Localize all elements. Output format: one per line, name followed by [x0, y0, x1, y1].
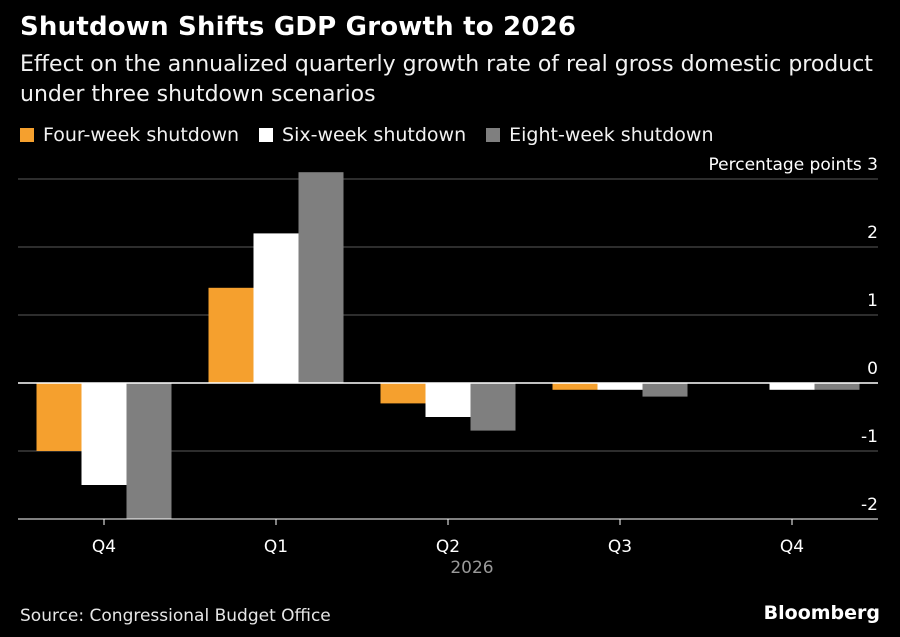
x-tick-label: Q3 — [608, 537, 632, 557]
legend: Four-week shutdown Six-week shutdown Eig… — [20, 124, 734, 146]
legend-label-eight-week: Eight-week shutdown — [509, 124, 714, 146]
x-tick-label: Q4 — [92, 537, 116, 557]
y-tick-value: 3 — [867, 155, 878, 175]
legend-item-four-week: Four-week shutdown — [20, 124, 239, 146]
bar-four-week-shutdown-q1-1 — [208, 287, 254, 383]
source-note: Source: Congressional Budget Office — [20, 606, 331, 626]
bloomberg-logo: Bloomberg — [763, 602, 880, 624]
bar-four-week-shutdown-q3-3 — [552, 383, 598, 390]
x-tick-label: Q2 — [436, 537, 460, 557]
bar-six-week-shutdown-q4-0 — [81, 383, 127, 485]
y-tick-label: -2 — [861, 495, 878, 515]
legend-label-six-week: Six-week shutdown — [282, 124, 467, 146]
bar-eight-week-shutdown-q2-2 — [470, 383, 516, 431]
x-tick-label: Q4 — [780, 537, 804, 557]
legend-item-six-week: Six-week shutdown — [259, 124, 466, 146]
y-tick-label: 0 — [867, 359, 878, 379]
bar-eight-week-shutdown-q1-1 — [298, 172, 344, 383]
y-tick-label: -1 — [861, 427, 878, 447]
y-axis-unit-label: Percentage points — [709, 155, 868, 175]
chart-subtitle: Effect on the annualized quarterly growt… — [20, 52, 873, 107]
bar-eight-week-shutdown-q3-3 — [642, 383, 688, 397]
bar-six-week-shutdown-q2-2 — [425, 383, 471, 417]
x-axis-year-label: 2026 — [450, 558, 493, 578]
bar-six-week-shutdown-q4-4 — [769, 383, 815, 390]
legend-swatch-eight-week — [486, 128, 501, 142]
legend-swatch-six-week — [259, 128, 274, 142]
bar-six-week-shutdown-q3-3 — [597, 383, 643, 390]
bar-eight-week-shutdown-q4-0 — [126, 383, 172, 519]
legend-item-eight-week: Eight-week shutdown — [486, 124, 714, 146]
legend-label-four-week: Four-week shutdown — [43, 124, 240, 146]
y-tick-label: Percentage points 3 — [709, 155, 878, 175]
x-tick-label: Q1 — [264, 537, 288, 557]
bar-six-week-shutdown-q1-1 — [253, 233, 299, 383]
y-tick-label: 2 — [867, 223, 878, 243]
legend-swatch-four-week — [20, 128, 34, 142]
bar-eight-week-shutdown-q4-4 — [814, 383, 860, 390]
y-tick-label: 1 — [867, 291, 878, 311]
bar-four-week-shutdown-q4-0 — [36, 383, 82, 451]
bar-four-week-shutdown-q2-2 — [380, 383, 426, 404]
chart-title: Shutdown Shifts GDP Growth to 2026 — [20, 12, 577, 42]
